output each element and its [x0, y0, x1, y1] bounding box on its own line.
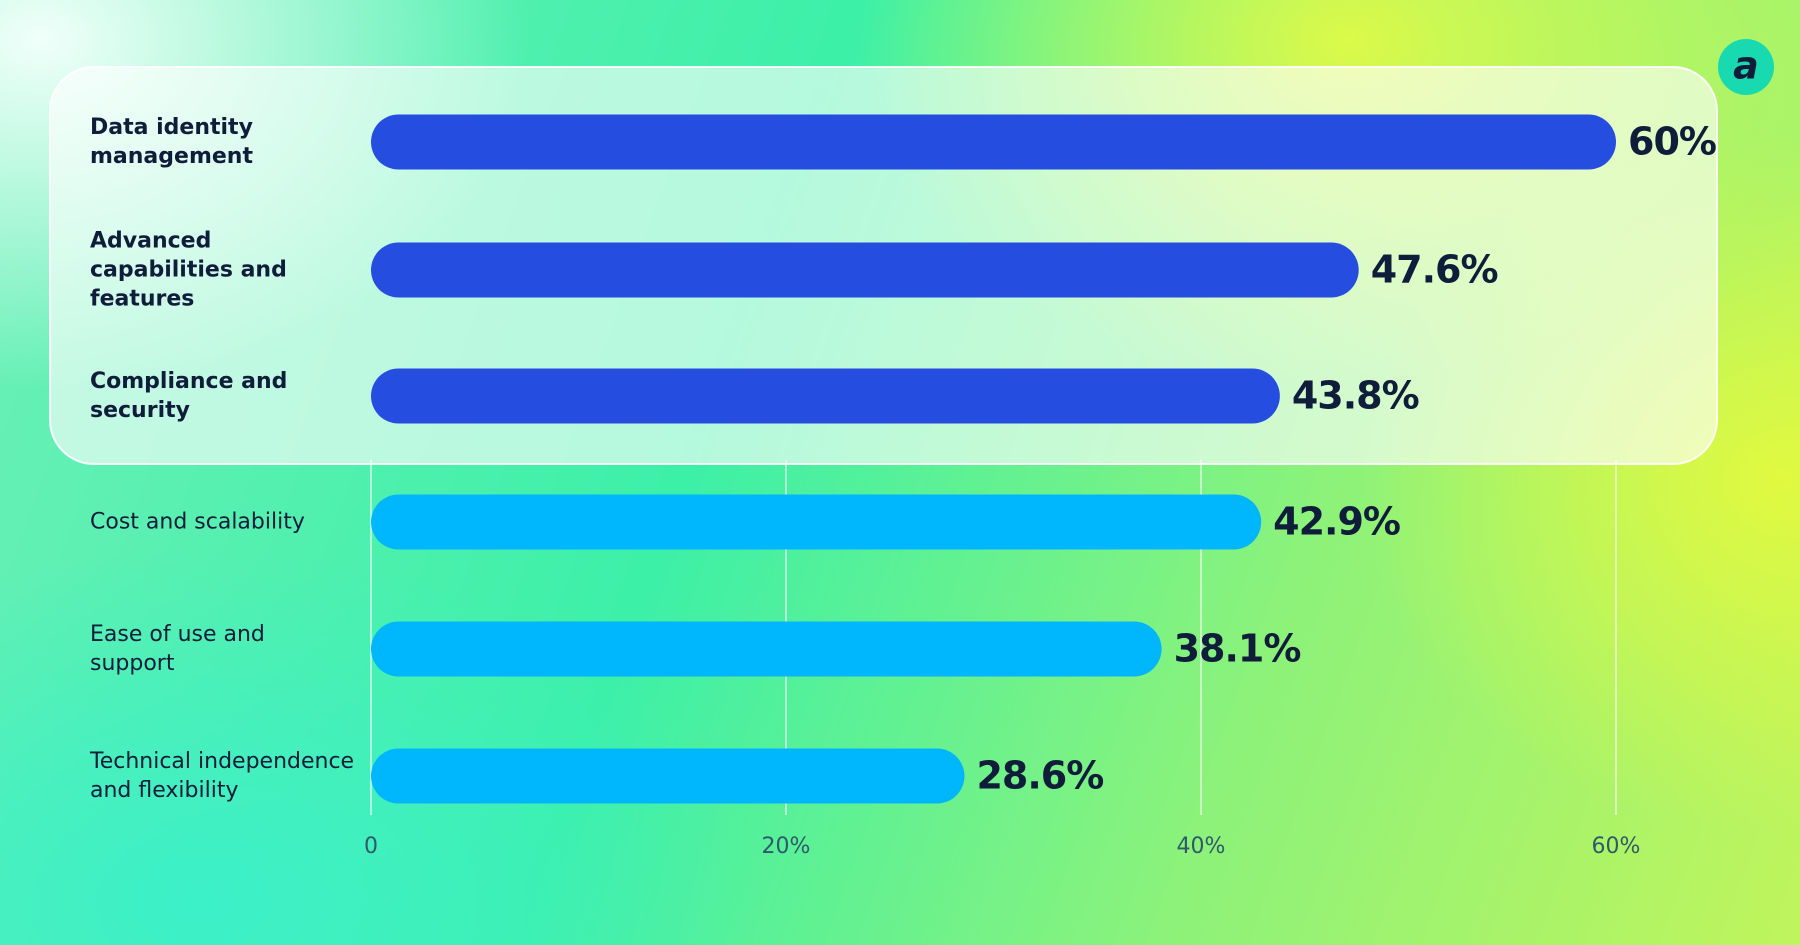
bar: [371, 494, 1262, 550]
x-tick-label: 60%: [1592, 834, 1641, 859]
bar: [371, 621, 1162, 677]
value-label: 28.6%: [976, 754, 1103, 798]
category-label: Compliance and security: [90, 369, 288, 423]
bar: [371, 368, 1280, 424]
logo: a: [1733, 44, 1759, 88]
value-label: 43.8%: [1292, 374, 1419, 418]
bar: [371, 748, 965, 804]
value-label: 42.9%: [1273, 500, 1400, 544]
x-tick-label: 40%: [1177, 834, 1226, 859]
category-label: Technical independence and flexibility: [90, 749, 355, 803]
bar: [371, 114, 1616, 170]
value-label: 60%: [1628, 120, 1716, 164]
logo-circle: [1718, 39, 1774, 95]
bars: [371, 114, 1616, 804]
category-label: Ease of use and support: [90, 622, 265, 676]
bar: [371, 242, 1359, 298]
category-label: Advanced capabilities and features: [90, 228, 287, 312]
category-label: Data identity management: [90, 115, 253, 169]
value-label: 38.1%: [1174, 627, 1301, 671]
category-label: Cost and scalability: [90, 509, 305, 535]
value-label: 47.6%: [1371, 248, 1498, 292]
x-tick-label: 0: [364, 834, 378, 859]
x-tick-label: 20%: [762, 834, 811, 859]
